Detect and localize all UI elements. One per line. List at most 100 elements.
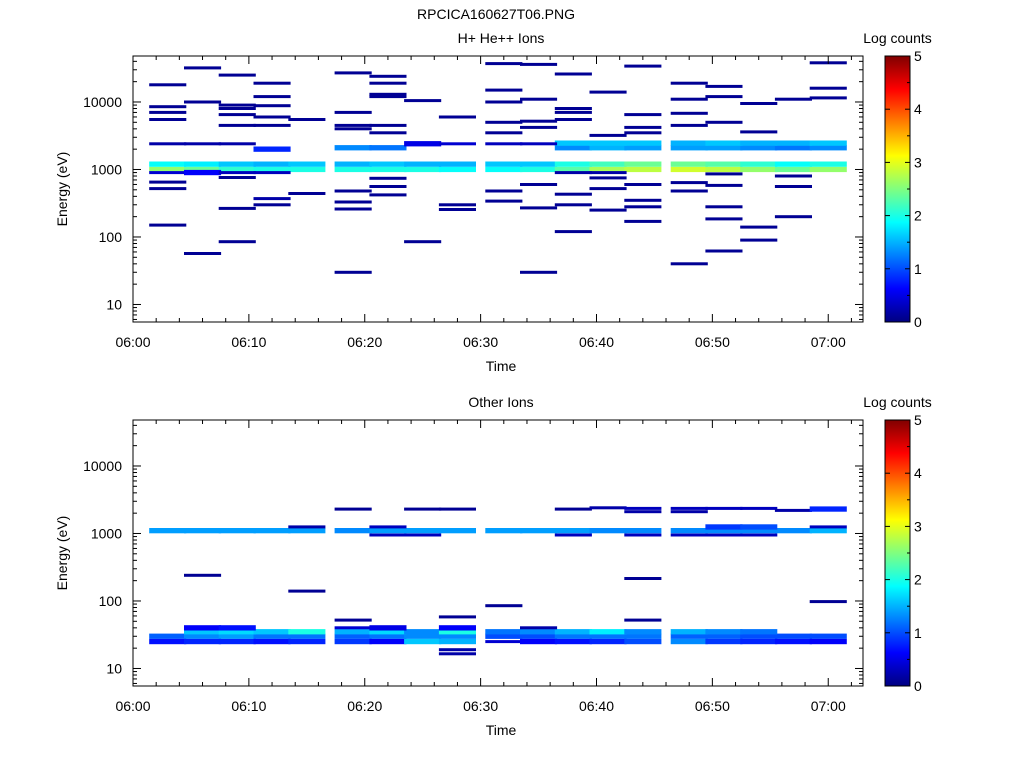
heatmap-cell — [705, 506, 743, 510]
heatmap-cell — [589, 161, 627, 167]
heatmap-cell — [774, 638, 812, 645]
heatmap-cell — [589, 187, 627, 191]
heatmap-cell — [624, 183, 662, 186]
heatmap-cell — [253, 104, 291, 108]
heatmap-cell — [670, 140, 708, 146]
heatmap-cell — [334, 161, 372, 167]
heatmap-cell — [589, 145, 627, 151]
heatmap-cell — [705, 166, 743, 173]
heatmap-cell — [740, 161, 778, 167]
y-tick-label: 10 — [106, 660, 122, 676]
heatmap-cell — [624, 131, 662, 135]
heatmap-cell — [554, 107, 592, 110]
heatmap-cell — [624, 145, 662, 151]
heatmap-cell — [438, 648, 476, 652]
plot-frame — [132, 419, 864, 687]
colorbar-gradient — [884, 419, 911, 687]
heatmap-cell — [705, 249, 743, 253]
heatmap-cell — [520, 161, 558, 167]
heatmap-cell — [334, 626, 372, 630]
heatmap-cell — [809, 140, 847, 146]
heatmap-cell — [624, 577, 662, 580]
heatmap-cell — [404, 533, 442, 537]
heatmap-cell — [149, 105, 187, 109]
heatmap-cell — [149, 118, 187, 121]
heatmap-cell — [149, 171, 187, 175]
heatmap-cell — [809, 506, 847, 512]
heatmap-cell — [670, 528, 708, 534]
heatmap-cell — [554, 145, 592, 151]
heatmap-cell — [554, 533, 592, 537]
heatmap-cell — [404, 507, 442, 511]
heatmap-cell — [670, 97, 708, 101]
heatmap-cell — [740, 145, 778, 151]
heatmap-cell — [184, 252, 222, 255]
panel-title: H+ He++ Ions — [458, 30, 545, 46]
heatmap-cell — [438, 115, 476, 119]
y-tick-label: 10 — [106, 296, 122, 312]
heatmap-cell — [774, 161, 812, 167]
heatmap-cell — [520, 97, 558, 101]
heatmap-cell — [705, 172, 743, 176]
heatmap-cell — [624, 125, 662, 129]
heatmap-cell — [740, 140, 778, 146]
heatmap-cell — [774, 174, 812, 178]
heatmap-cell — [253, 203, 291, 207]
heatmap-cell — [809, 525, 847, 529]
heatmap-cell — [809, 86, 847, 90]
heatmap-cell — [485, 528, 523, 534]
heatmap-cell — [705, 638, 743, 645]
heatmap-cell — [774, 508, 812, 512]
heatmap-cell — [218, 240, 256, 244]
heatmap-cell — [438, 629, 476, 635]
heatmap-cell — [774, 97, 812, 101]
heatmap-cell — [520, 142, 558, 146]
heatmap-cell — [740, 638, 778, 645]
heatmap-cell — [288, 638, 326, 645]
y-axis-label: Energy (eV) — [54, 516, 70, 591]
heatmap-cell — [369, 533, 407, 537]
heatmap-cell — [253, 633, 291, 639]
heatmap-cell — [334, 145, 372, 151]
heatmap-cell — [334, 528, 372, 534]
heatmap-cell — [589, 629, 627, 635]
heatmap-cell — [589, 176, 627, 180]
heatmap-cell — [774, 528, 812, 534]
heatmap-cell — [809, 145, 847, 151]
heatmap-cell — [670, 629, 708, 635]
plot-frame — [132, 55, 864, 323]
colorbar-label: Log counts — [863, 30, 932, 46]
figure-title: RPCICA160627T06.PNG — [417, 6, 575, 22]
heatmap-cell — [670, 81, 708, 85]
heatmap-cell — [624, 533, 662, 537]
heatmap-cell — [369, 625, 407, 631]
heatmap-cell — [218, 107, 256, 110]
heatmap-cell — [184, 528, 222, 534]
heatmap-cell — [809, 161, 847, 167]
heatmap-cell — [218, 142, 256, 146]
heatmap-cell — [369, 95, 407, 99]
heatmap-cell — [520, 119, 558, 123]
heatmap-cell — [218, 123, 256, 127]
heatmap-cell — [774, 215, 812, 219]
x-tick-label: 06:00 — [115, 698, 150, 714]
heatmap-cell — [554, 230, 592, 234]
heatmap-cell — [485, 100, 523, 104]
heatmap-cell — [624, 633, 662, 639]
heatmap-cell — [485, 161, 523, 167]
heatmap-cell — [369, 145, 407, 151]
x-tick-label: 06:40 — [579, 334, 614, 350]
heatmap-cell — [554, 203, 592, 207]
heatmap-cell — [438, 208, 476, 211]
heatmap-cell — [184, 100, 222, 104]
heatmap-cell — [485, 166, 523, 173]
colorbar: Log counts 0 1 2 3 4 5 — [863, 394, 932, 694]
heatmap-cell — [218, 633, 256, 639]
heatmap-cell — [670, 189, 708, 193]
heatmap-cell — [554, 507, 592, 511]
heatmap-cell — [774, 166, 812, 173]
heatmap-cell — [589, 208, 627, 212]
heatmap-cell — [554, 629, 592, 635]
heatmap-cell — [149, 83, 187, 87]
heatmap-cell — [809, 166, 847, 173]
